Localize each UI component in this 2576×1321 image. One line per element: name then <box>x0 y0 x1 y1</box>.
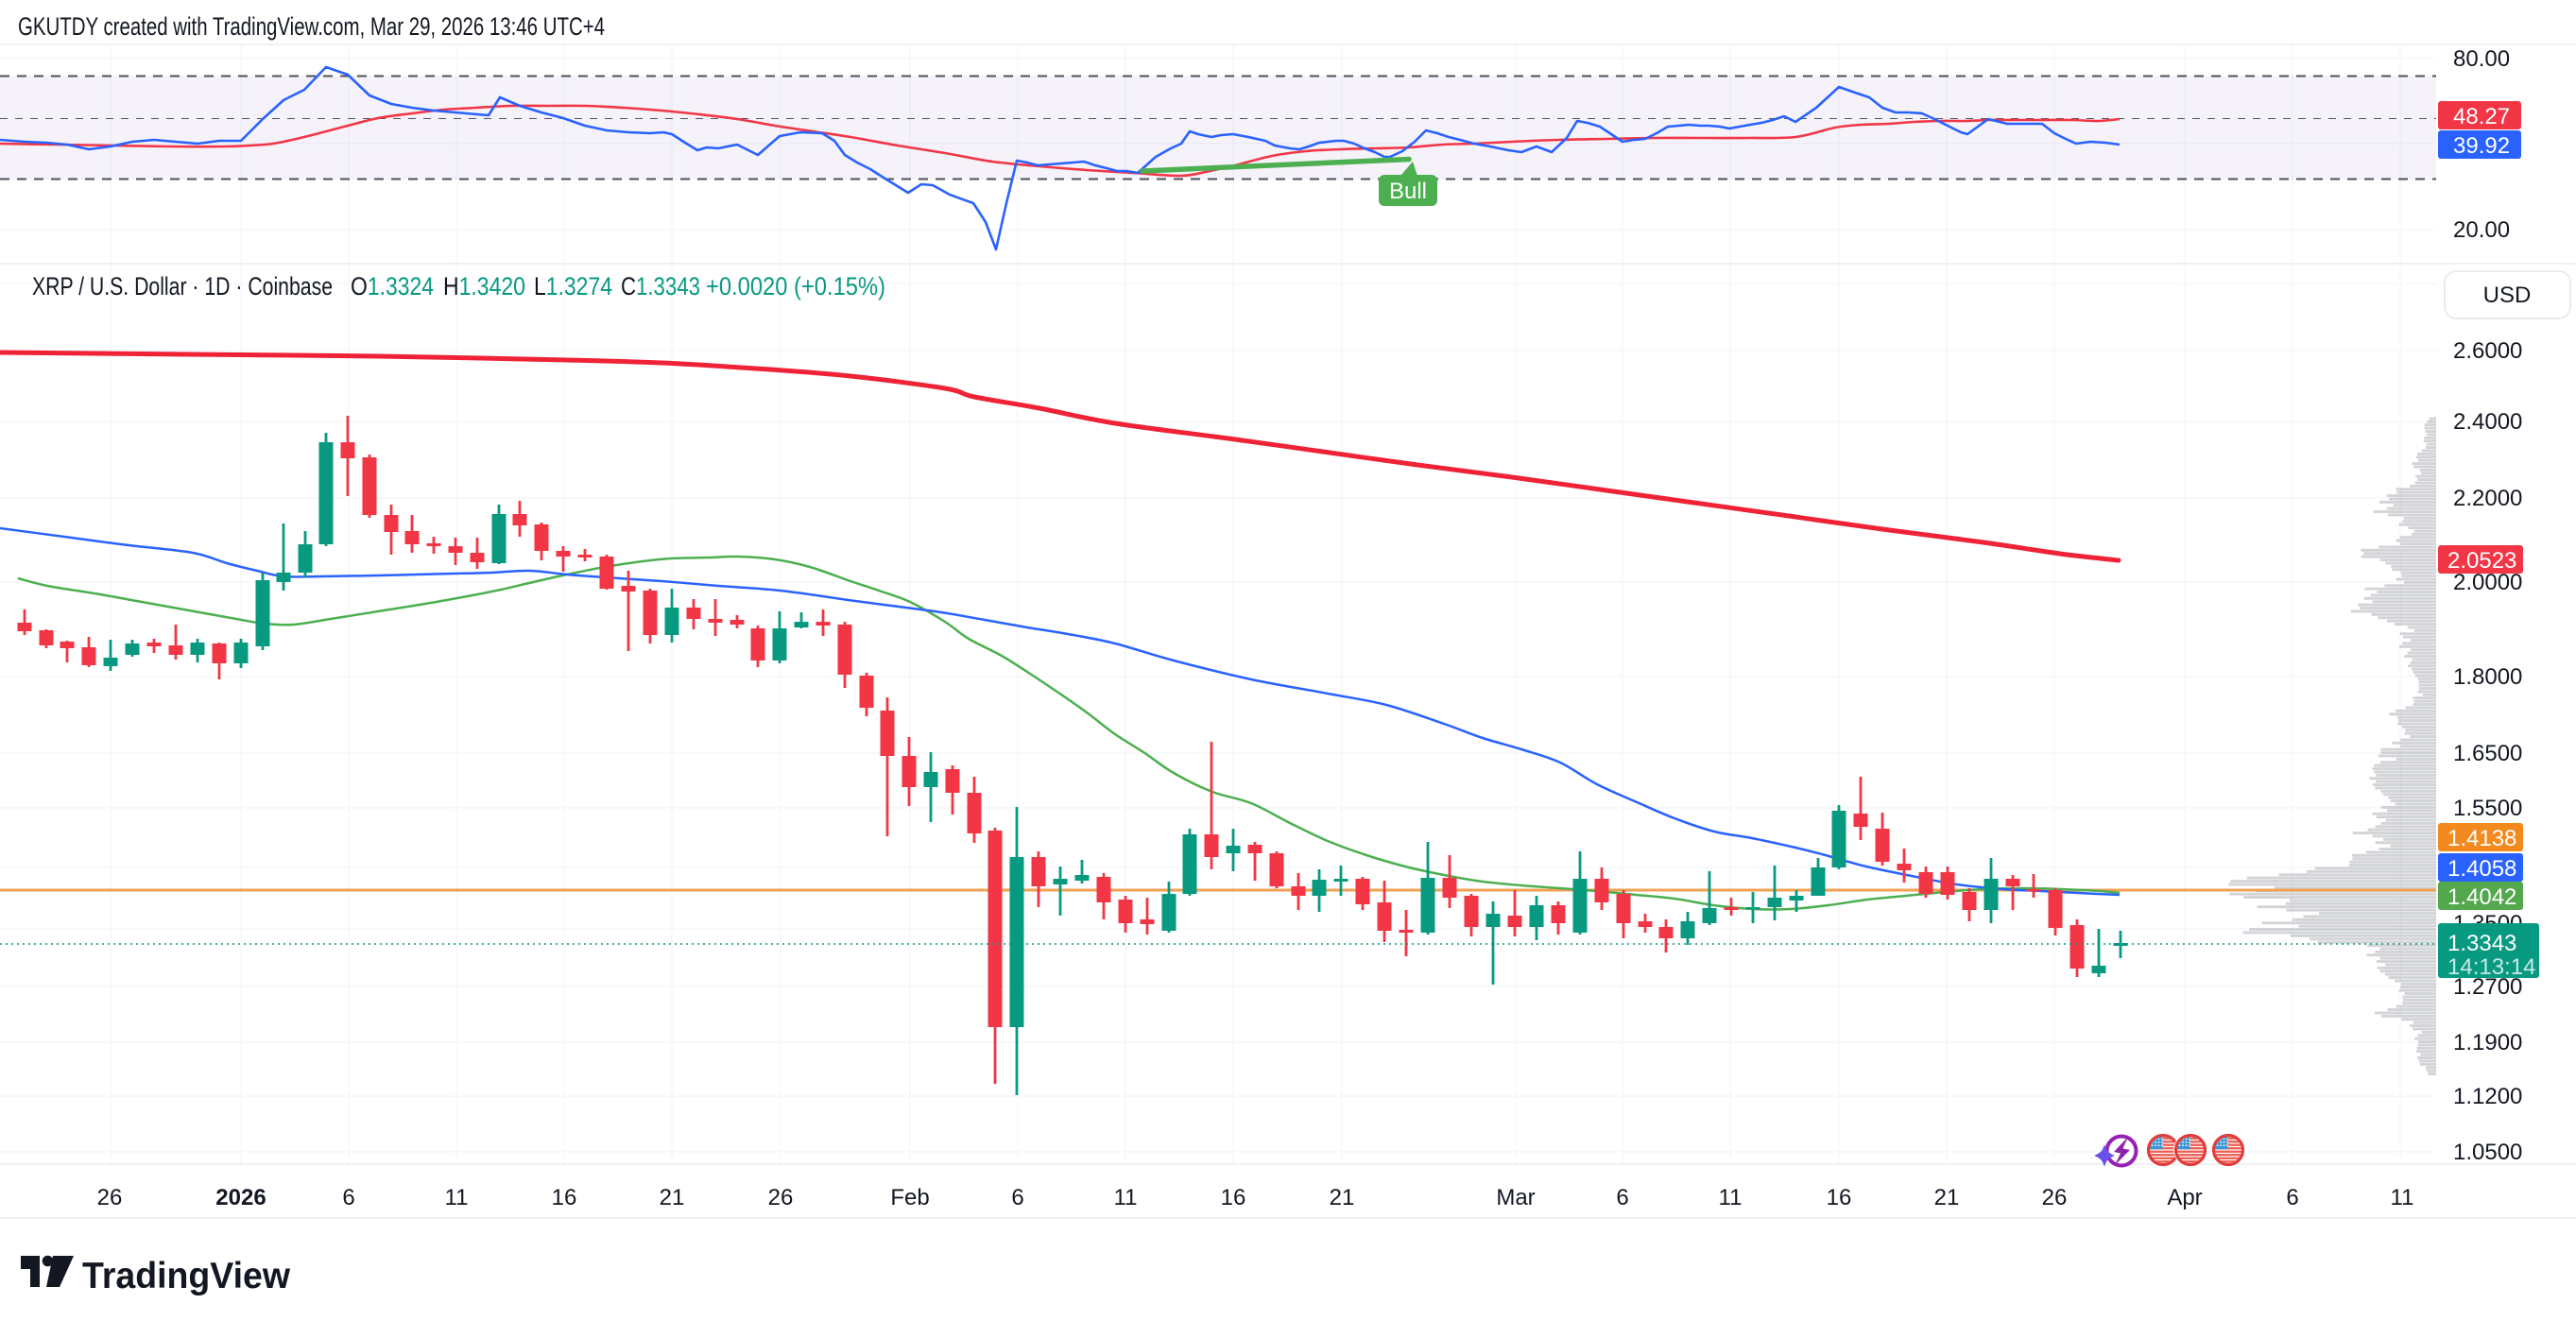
svg-text:16: 16 <box>1827 1185 1852 1210</box>
svg-text:21: 21 <box>1330 1185 1355 1210</box>
svg-text:1.1200: 1.1200 <box>2453 1084 2522 1109</box>
svg-text:GKUTDY created with TradingVie: GKUTDY created with TradingView.com, Mar… <box>18 12 605 41</box>
svg-text:26: 26 <box>2042 1185 2068 1210</box>
svg-text:Feb: Feb <box>890 1185 929 1210</box>
svg-text:1.4138: 1.4138 <box>2447 826 2516 851</box>
svg-text:USD: USD <box>2483 283 2532 308</box>
svg-text:16: 16 <box>1221 1185 1246 1210</box>
svg-text:2026: 2026 <box>215 1185 266 1210</box>
svg-text:2.6000: 2.6000 <box>2453 338 2522 364</box>
svg-text:1.0500: 1.0500 <box>2453 1140 2522 1165</box>
svg-text:21: 21 <box>660 1185 685 1210</box>
svg-text:26: 26 <box>97 1185 123 1210</box>
svg-text:16: 16 <box>552 1185 577 1210</box>
svg-text:11: 11 <box>1719 1185 1743 1210</box>
svg-text:H1.3420: H1.3420 <box>443 272 525 300</box>
svg-text:Mar: Mar <box>1496 1185 1535 1210</box>
svg-text:1.6500: 1.6500 <box>2453 741 2522 766</box>
svg-text:26: 26 <box>768 1185 794 1210</box>
svg-text:11: 11 <box>445 1185 469 1210</box>
svg-text:XRP / U.S. Dollar · 1D · Coinb: XRP / U.S. Dollar · 1D · Coinbase <box>32 272 333 300</box>
svg-text:2.0000: 2.0000 <box>2453 570 2522 595</box>
svg-text:C1.3343: C1.3343 <box>621 272 700 300</box>
svg-text:39.92: 39.92 <box>2453 133 2510 159</box>
svg-text:6: 6 <box>1011 1185 1023 1210</box>
svg-text:21: 21 <box>1934 1185 1960 1210</box>
svg-text:6: 6 <box>2286 1185 2298 1210</box>
svg-text:20.00: 20.00 <box>2453 217 2510 243</box>
svg-text:TradingView: TradingView <box>82 1256 291 1296</box>
svg-text:11: 11 <box>1114 1185 1138 1210</box>
svg-text:2.2000: 2.2000 <box>2453 486 2522 511</box>
svg-text:2.4000: 2.4000 <box>2453 409 2522 435</box>
svg-text:1.4058: 1.4058 <box>2447 856 2516 882</box>
svg-text:80.00: 80.00 <box>2453 46 2510 72</box>
svg-text:6: 6 <box>1616 1185 1628 1210</box>
svg-text:2.0523: 2.0523 <box>2447 548 2516 574</box>
svg-text:O1.3324: O1.3324 <box>351 272 434 300</box>
svg-text:+0.0020 (+0.15%): +0.0020 (+0.15%) <box>706 272 885 300</box>
svg-text:48.27: 48.27 <box>2453 104 2510 129</box>
svg-text:Bull: Bull <box>1389 179 1427 204</box>
svg-text:11: 11 <box>2391 1185 2414 1210</box>
svg-text:1.1900: 1.1900 <box>2453 1030 2522 1055</box>
svg-text:1.2700: 1.2700 <box>2453 974 2522 1000</box>
svg-text:1.8000: 1.8000 <box>2453 664 2522 690</box>
svg-text:1.5500: 1.5500 <box>2453 796 2522 821</box>
svg-text:L1.3274: L1.3274 <box>534 272 612 300</box>
svg-text:14:13:14: 14:13:14 <box>2447 954 2535 980</box>
svg-text:1.3343: 1.3343 <box>2447 931 2516 956</box>
svg-text:1.4042: 1.4042 <box>2447 884 2516 910</box>
svg-text:6: 6 <box>342 1185 354 1210</box>
svg-text:Apr: Apr <box>2167 1185 2202 1210</box>
